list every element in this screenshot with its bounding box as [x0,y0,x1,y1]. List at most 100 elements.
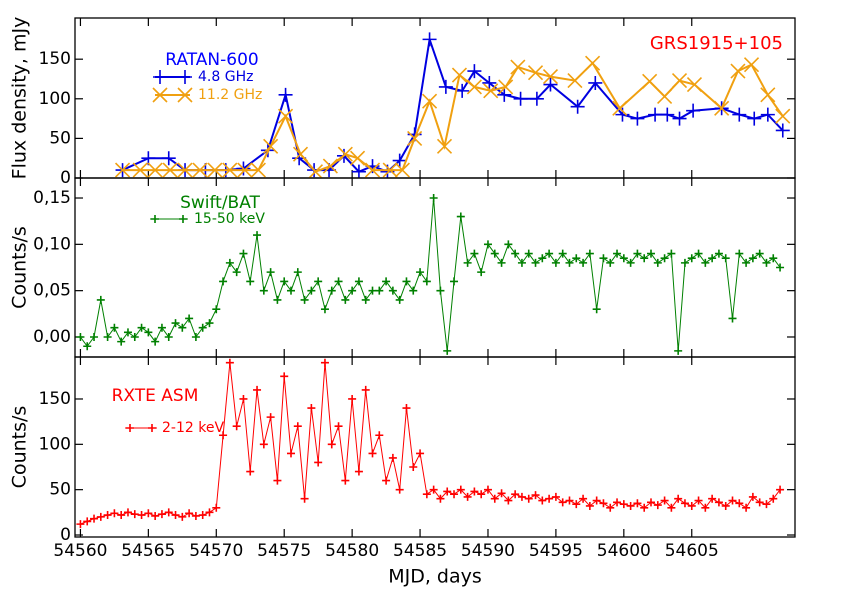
plot-frame [74,356,796,538]
marker [429,485,438,494]
marker [219,277,228,286]
marker [402,404,411,413]
marker [416,268,425,277]
marker [350,150,366,166]
marker [701,258,710,267]
marker [630,111,645,126]
marker [776,263,785,272]
marker [239,249,248,258]
marker [653,258,662,267]
marker [103,332,112,341]
marker [76,520,85,529]
marker [436,494,445,503]
marker [114,162,131,178]
x-tick-label: 54605 [665,541,719,561]
marker [451,67,468,83]
marker [103,511,112,520]
marker [177,87,193,103]
marker [327,440,336,449]
marker [361,295,370,304]
marker [466,79,482,95]
marker [382,476,391,485]
marker [162,162,178,178]
marker [694,496,703,505]
marker [392,153,407,168]
marker [694,249,703,258]
marker [436,138,453,154]
marker [110,509,119,518]
marker [117,337,126,346]
marker [642,73,658,89]
marker [483,485,492,494]
marker [524,249,533,258]
y-tick-label: 50 [49,480,71,500]
marker [456,212,465,221]
marker [504,496,513,505]
marker [178,323,187,332]
marker [287,286,295,295]
marker [293,422,302,431]
marker [483,83,499,99]
marker [402,277,411,286]
marker [382,162,398,178]
marker [762,258,771,267]
marker [395,485,404,494]
marker [153,70,167,84]
y-tick-label: 0,10 [33,234,71,254]
marker [300,494,309,503]
marker [619,254,628,263]
marker [606,258,615,267]
marker [647,498,655,507]
marker [776,485,785,494]
marker [130,510,139,519]
marker [198,323,207,332]
marker [714,100,730,116]
marker [730,63,746,79]
data-layer [76,358,785,529]
x-tick-label: 54595 [529,541,583,561]
marker [660,254,669,263]
marker [545,249,554,258]
marker [732,107,747,122]
marker [755,249,764,258]
marker [117,511,126,520]
marker [368,286,377,295]
marker [647,249,655,258]
marker [671,73,688,89]
marker [266,413,275,422]
marker [708,494,717,503]
marker [513,91,528,106]
marker [482,75,497,90]
marker [592,305,601,314]
legend-label: 15-50 keV [194,211,265,227]
marker [490,249,499,258]
marker [511,490,520,499]
y-tick-label: 0,00 [33,327,71,347]
marker [259,286,268,295]
marker [382,277,391,286]
marker [409,286,418,295]
marker [680,499,689,508]
marker [76,332,85,341]
marker [585,249,594,258]
marker [588,75,603,90]
marker [137,323,146,332]
marker [151,511,160,520]
legend-label: 11.2 GHz [198,87,262,103]
marker [191,511,200,520]
marker [626,258,635,267]
marker [721,501,730,510]
marker [497,489,506,498]
marker [314,277,323,286]
marker [606,503,615,512]
marker [633,249,642,258]
marker [680,258,689,267]
annotation: GRS1915+105 [650,33,783,54]
marker [667,503,676,512]
marker [579,258,588,267]
marker [354,277,363,286]
marker [477,268,486,277]
marker [225,358,234,367]
marker [470,249,479,258]
marker [545,494,554,503]
